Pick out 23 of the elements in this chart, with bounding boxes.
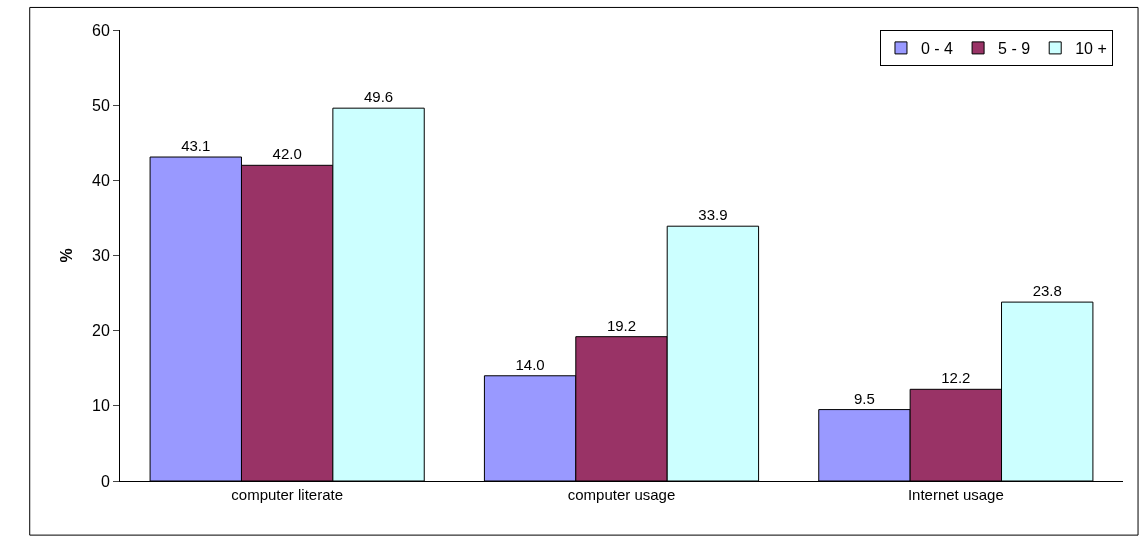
y-tick-label: 40	[92, 171, 110, 189]
data-label: 23.8	[1032, 282, 1062, 300]
y-tick-label: 0	[100, 472, 110, 490]
y-tick-label: 20	[92, 322, 110, 340]
y-axis-title: %	[57, 248, 75, 263]
x-tick-label: computer literate	[231, 486, 344, 503]
data-label: 49.6	[363, 88, 394, 106]
y-tick-label: 10	[92, 397, 110, 415]
data-label: 43.1	[181, 137, 211, 155]
legend-label: 0 - 4	[920, 40, 954, 58]
y-tick-label: 50	[92, 96, 110, 114]
data-label: 33.9	[698, 206, 728, 224]
legend-label: 5 - 9	[998, 40, 1031, 58]
data-label: 19.2	[606, 316, 637, 334]
data-label: 42.0	[272, 145, 302, 163]
y-tick-label: 30	[92, 247, 110, 265]
data-label: 9.5	[854, 389, 875, 407]
data-label: 12.2	[941, 369, 971, 387]
data-label: 14.0	[515, 355, 545, 373]
legend-label: 10 +	[1075, 40, 1107, 58]
y-tick-label: 60	[92, 21, 110, 39]
x-tick-label: computer usage	[567, 486, 676, 503]
x-tick-label: Internet usage	[907, 486, 1004, 503]
